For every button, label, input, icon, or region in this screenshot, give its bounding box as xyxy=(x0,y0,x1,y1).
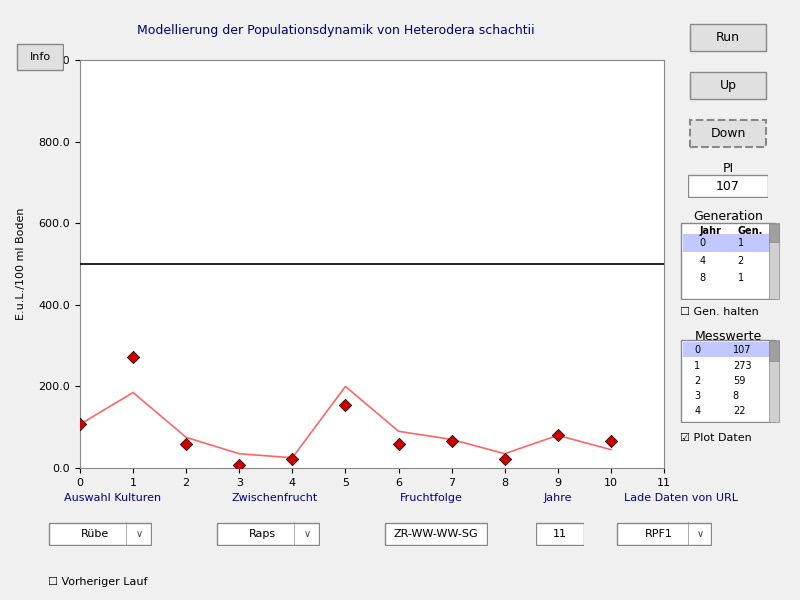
Point xyxy=(180,439,193,449)
Text: 273: 273 xyxy=(733,361,751,371)
FancyBboxPatch shape xyxy=(681,223,775,299)
Text: ∨: ∨ xyxy=(304,529,311,539)
FancyBboxPatch shape xyxy=(769,224,779,242)
Text: 4: 4 xyxy=(694,406,701,416)
Text: 2: 2 xyxy=(738,256,744,266)
Point xyxy=(339,400,352,410)
Text: 107: 107 xyxy=(733,345,751,355)
FancyBboxPatch shape xyxy=(690,23,766,52)
Text: 0: 0 xyxy=(694,345,701,355)
FancyBboxPatch shape xyxy=(537,523,583,545)
Text: Generation: Generation xyxy=(693,209,763,223)
Text: 4: 4 xyxy=(699,256,706,266)
Bar xyxy=(683,235,773,251)
Text: PI: PI xyxy=(722,161,734,175)
Point xyxy=(446,437,458,446)
Text: Messwerte: Messwerte xyxy=(694,329,762,343)
Y-axis label: E.u.L./100 ml Boden: E.u.L./100 ml Boden xyxy=(16,208,26,320)
Text: Jahr: Jahr xyxy=(699,226,721,236)
FancyBboxPatch shape xyxy=(681,340,775,422)
FancyBboxPatch shape xyxy=(688,175,768,197)
Text: ∨: ∨ xyxy=(136,529,143,539)
Text: Run: Run xyxy=(716,31,740,44)
FancyBboxPatch shape xyxy=(617,523,711,545)
FancyBboxPatch shape xyxy=(690,119,766,148)
FancyBboxPatch shape xyxy=(769,223,779,299)
FancyBboxPatch shape xyxy=(769,340,779,422)
Point xyxy=(286,454,298,464)
Point xyxy=(551,431,564,440)
Text: 1: 1 xyxy=(738,238,744,248)
Text: 1: 1 xyxy=(694,361,701,371)
Bar xyxy=(683,343,773,358)
Point xyxy=(233,460,246,470)
Text: 0: 0 xyxy=(699,238,706,248)
FancyBboxPatch shape xyxy=(49,523,151,545)
Text: 2: 2 xyxy=(694,376,701,386)
FancyBboxPatch shape xyxy=(385,523,487,545)
Text: Down: Down xyxy=(710,127,746,140)
Text: ZR-WW-WW-SG: ZR-WW-WW-SG xyxy=(394,529,478,539)
Text: 8: 8 xyxy=(699,273,706,283)
FancyBboxPatch shape xyxy=(769,341,779,361)
Text: Auswahl Kulturen: Auswahl Kulturen xyxy=(64,493,161,503)
FancyBboxPatch shape xyxy=(690,71,766,100)
Text: ☐ Vorheriger Lauf: ☐ Vorheriger Lauf xyxy=(48,577,147,587)
Text: Raps: Raps xyxy=(250,529,276,539)
Text: Rübe: Rübe xyxy=(81,529,109,539)
Text: Gen.: Gen. xyxy=(738,226,763,236)
FancyBboxPatch shape xyxy=(217,523,319,545)
Point xyxy=(498,454,511,464)
Text: 11: 11 xyxy=(553,529,567,539)
Text: Fruchtfolge: Fruchtfolge xyxy=(400,493,463,503)
Text: Info: Info xyxy=(30,52,50,62)
Text: Zwischenfrucht: Zwischenfrucht xyxy=(232,493,318,503)
Text: Lade Daten von URL: Lade Daten von URL xyxy=(624,493,738,503)
Point xyxy=(605,437,618,446)
Point xyxy=(392,439,405,449)
Text: 22: 22 xyxy=(733,406,746,416)
Point xyxy=(126,352,139,361)
Text: 107: 107 xyxy=(716,179,740,193)
Text: Up: Up xyxy=(719,79,737,92)
Text: RPF1: RPF1 xyxy=(646,529,673,539)
Text: 8: 8 xyxy=(733,391,739,401)
FancyBboxPatch shape xyxy=(18,44,62,70)
Text: Modellierung der Populationsdynamik von Heterodera schachtii: Modellierung der Populationsdynamik von … xyxy=(137,24,535,37)
Text: ∨: ∨ xyxy=(697,529,704,539)
Text: 59: 59 xyxy=(733,376,745,386)
Text: ☑ Plot Daten: ☑ Plot Daten xyxy=(680,433,752,443)
Text: 1: 1 xyxy=(738,273,744,283)
Point xyxy=(74,419,86,429)
Text: Jahre: Jahre xyxy=(544,493,573,503)
Text: ☐ Gen. halten: ☐ Gen. halten xyxy=(680,307,758,317)
Text: 3: 3 xyxy=(694,391,701,401)
